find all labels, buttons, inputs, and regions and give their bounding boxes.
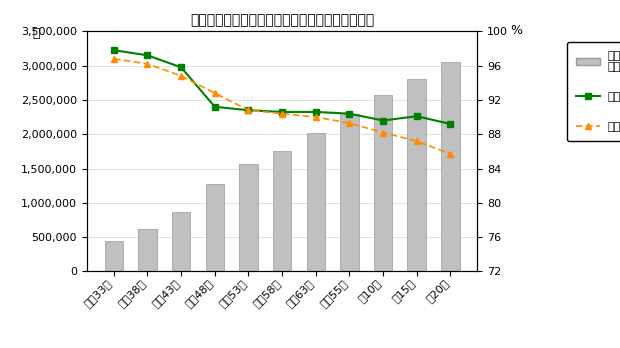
Bar: [239, 164, 258, 271]
Bar: [105, 240, 123, 271]
Bar: [374, 95, 392, 271]
Bar: [306, 133, 325, 271]
Y-axis label: %: %: [510, 24, 523, 37]
Legend: 総住
宅数, 埼玉県, 全国: 総住 宅数, 埼玉県, 全国: [567, 42, 620, 141]
Bar: [138, 229, 157, 271]
Bar: [407, 79, 426, 271]
Bar: [273, 151, 291, 271]
Bar: [441, 62, 459, 271]
Bar: [340, 114, 359, 271]
Title: 総住宅数と住宅総数に対する居住世帯有りの割合: 総住宅数と住宅総数に対する居住世帯有りの割合: [190, 13, 374, 27]
Y-axis label: 戸: 戸: [32, 26, 40, 40]
Bar: [205, 184, 224, 271]
Bar: [172, 212, 190, 271]
